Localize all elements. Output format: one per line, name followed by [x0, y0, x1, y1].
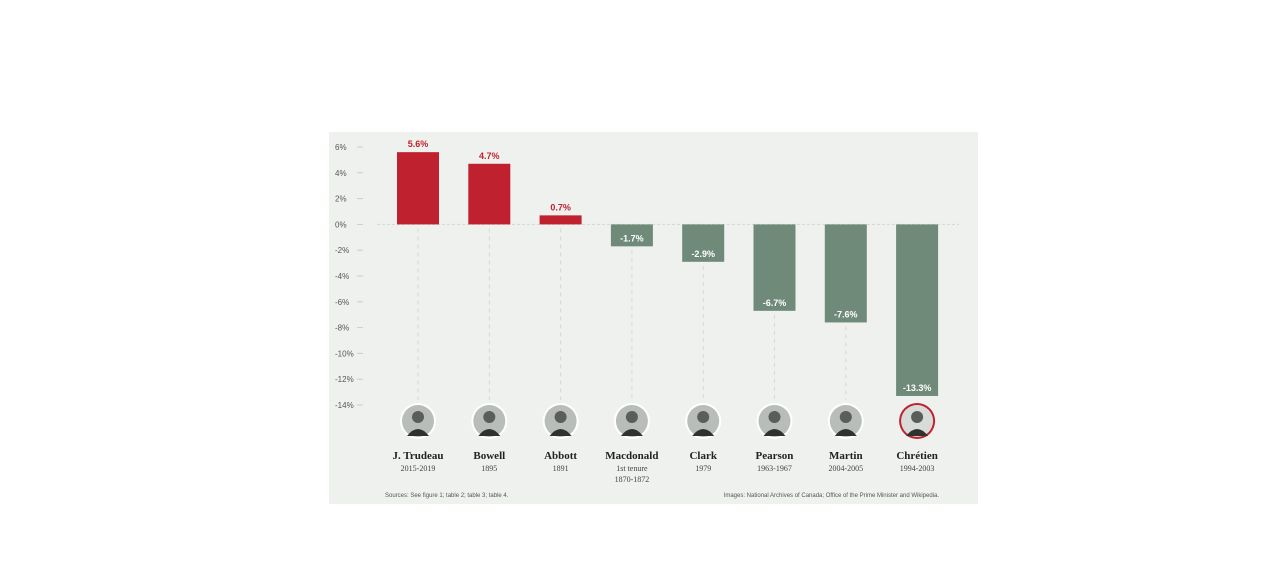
- bar: [682, 224, 725, 262]
- category-sublabel: 2004-2005: [828, 464, 863, 473]
- category-label: J. Trudeau: [393, 450, 444, 462]
- bar-value-label: -7.6%: [834, 309, 858, 319]
- portrait-icon: [613, 403, 650, 439]
- category-label: Pearson: [756, 450, 794, 462]
- bar-value-label: 4.7%: [479, 151, 500, 161]
- y-tick-label: 6%: [335, 143, 347, 152]
- category-sublabel: 1994-2003: [900, 464, 935, 473]
- y-tick-label: -14%: [335, 401, 354, 410]
- portrait-icon: [899, 403, 936, 439]
- category-label: Martin: [829, 450, 863, 462]
- category-label: Clark: [689, 450, 717, 462]
- bar-chart: 6% 4% 2% 0% -2% -4% -6% -8% -10% -12% -14% 5.6% J. T…: [335, 139, 959, 499]
- category-sublabel: 1963-1967: [757, 464, 792, 473]
- images-credit: Images: National Archives of Canada; Off…: [724, 493, 940, 499]
- bar: [397, 152, 439, 225]
- portrait-icon: [756, 403, 793, 439]
- bar: [824, 224, 867, 323]
- bar: [539, 215, 582, 225]
- portrait-icon: [400, 403, 436, 439]
- portrait-icon: [542, 403, 579, 439]
- y-tick-label: -10%: [335, 349, 354, 358]
- labels-layer: 6% 4% 2% 0% -2% -4% -6% -8% -10% -12% -14% 5.6% J. T…: [335, 139, 938, 484]
- category-label: Macdonald: [605, 450, 658, 462]
- y-tick-label: -2%: [335, 246, 349, 255]
- category-sublabel: 1979: [695, 464, 711, 473]
- category-sublabel: 1st tenure: [616, 464, 648, 473]
- bar: [468, 163, 511, 225]
- portrait-icon: [471, 403, 508, 439]
- category-sublabel: 2015-2019: [401, 464, 436, 473]
- category-label: Chrétien: [896, 450, 938, 462]
- bar-value-label: -13.3%: [903, 383, 932, 393]
- bar-value-label: 5.6%: [408, 139, 429, 149]
- grid-layer: [357, 146, 959, 406]
- bar: [610, 224, 653, 247]
- category-label: Abbott: [544, 450, 577, 462]
- bar-value-label: -2.9%: [691, 249, 715, 259]
- chart-card: 6% 4% 2% 0% -2% -4% -6% -8% -10% -12% -14% 5.6% J. T…: [329, 132, 978, 504]
- y-tick-label: 0%: [335, 220, 347, 229]
- y-tick-label: 4%: [335, 169, 347, 178]
- avatar-layer: [400, 403, 936, 439]
- category-sublabel: 1891: [553, 464, 569, 473]
- category-sublabel: 1895: [481, 464, 497, 473]
- portrait-icon: [827, 403, 864, 439]
- category-label: Bowell: [473, 450, 505, 462]
- bar: [753, 224, 796, 311]
- bars-layer: [397, 152, 939, 396]
- y-tick-label: -8%: [335, 324, 349, 333]
- sources-note: Sources: See figure 1; table 2; table 3;…: [385, 493, 509, 499]
- y-tick-label: -4%: [335, 272, 349, 281]
- y-tick-label: -12%: [335, 375, 354, 384]
- y-tick-label: -6%: [335, 298, 349, 307]
- bar-value-label: -6.7%: [763, 298, 787, 308]
- y-tick-label: 2%: [335, 195, 347, 204]
- bar-value-label: 0.7%: [550, 202, 571, 212]
- bar-value-label: -1.7%: [620, 233, 644, 243]
- portrait-icon: [685, 403, 722, 439]
- category-sublabel: 1870-1872: [615, 475, 650, 484]
- bar: [896, 224, 939, 396]
